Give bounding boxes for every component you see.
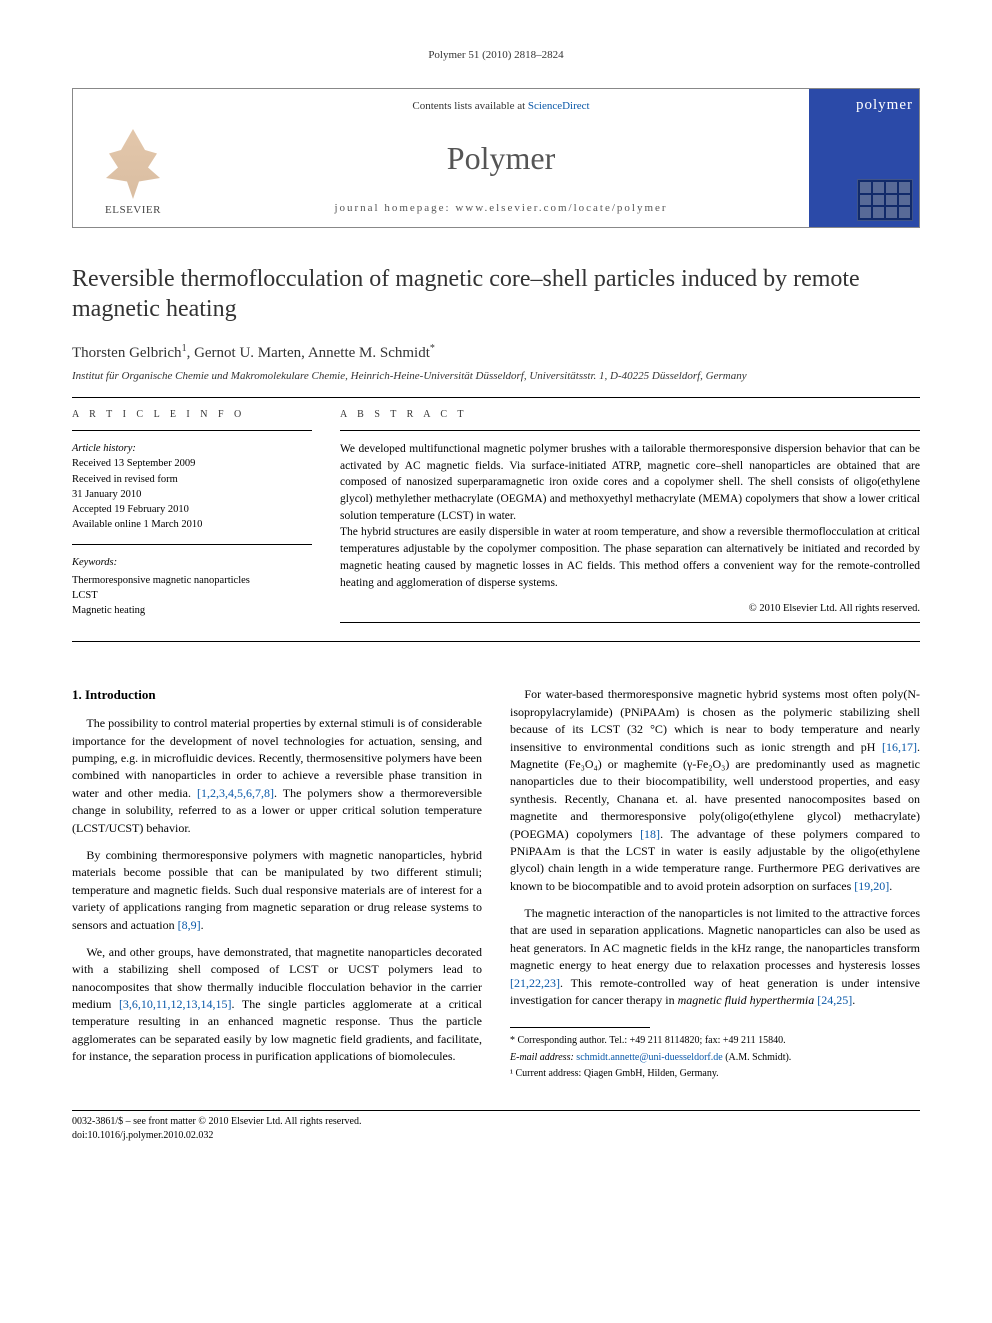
body-paragraph: For water-based thermoresponsive magneti…	[510, 686, 920, 895]
cover-title: polymer	[856, 95, 913, 117]
abstract-copyright: © 2010 Elsevier Ltd. All rights reserved…	[340, 601, 920, 616]
author-note-ref-1: 1	[182, 343, 187, 354]
history-line: Received in revised form	[72, 472, 312, 487]
body-text: By combining thermoresponsive polymers w…	[72, 848, 482, 932]
contents-prefix: Contents lists available at	[412, 100, 527, 112]
keyword: Magnetic heating	[72, 603, 312, 618]
author-footnote-1: ¹ Current address: Qiagen GmbH, Hilden, …	[510, 1067, 920, 1082]
keyword: Thermoresponsive magnetic nanoparticles	[72, 573, 312, 588]
article-meta-row: A R T I C L E I N F O Article history: R…	[72, 408, 920, 634]
author-list: Thorsten Gelbrich1, Gernot U. Marten, An…	[72, 342, 920, 365]
section-heading: 1. Introduction	[72, 686, 482, 705]
corresponding-email-link[interactable]: schmidt.annette@uni-duesseldorf.de	[576, 1052, 722, 1063]
sciencedirect-link[interactable]: ScienceDirect	[528, 100, 590, 112]
divider	[340, 622, 920, 623]
history-line: Available online 1 March 2010	[72, 517, 312, 532]
running-head: Polymer 51 (2010) 2818–2824	[72, 48, 920, 64]
citation-link[interactable]: [1,2,3,4,5,6,7,8]	[197, 786, 274, 800]
body-paragraph: By combining thermoresponsive polymers w…	[72, 847, 482, 934]
author-3: Annette M. Schmidt	[308, 345, 430, 361]
body-two-column: 1. Introduction The possibility to contr…	[72, 686, 920, 1082]
body-text: For water-based thermoresponsive magneti…	[510, 687, 920, 753]
history-line: 31 January 2010	[72, 487, 312, 502]
article-info-column: A R T I C L E I N F O Article history: R…	[72, 408, 312, 634]
page-bottom-rule	[72, 1110, 920, 1111]
body-emphasis: magnetic fluid hyperthermia	[678, 993, 815, 1007]
body-paragraph: We, and other groups, have demonstrated,…	[72, 944, 482, 1066]
citation-link[interactable]: [18]	[640, 827, 660, 841]
publisher-logo-cell: ELSEVIER	[73, 89, 193, 227]
affiliation: Institut für Organische Chemie und Makro…	[72, 369, 920, 385]
citation-link[interactable]: [16,17]	[882, 740, 917, 754]
footnote-separator	[510, 1027, 650, 1028]
homepage-url[interactable]: www.elsevier.com/locate/polymer	[455, 202, 667, 214]
keywords-block: Keywords: Thermoresponsive magnetic nano…	[72, 555, 312, 618]
body-text: The magnetic interaction of the nanopart…	[510, 906, 920, 972]
abstract-heading: A B S T R A C T	[340, 408, 920, 423]
article-history: Article history: Received 13 September 2…	[72, 441, 312, 532]
corresponding-author-note: * Corresponding author. Tel.: +49 211 81…	[510, 1034, 920, 1049]
author-1: Thorsten Gelbrich	[72, 345, 182, 361]
abstract-paragraph: We developed multifunctional magnetic po…	[340, 441, 920, 524]
divider	[340, 430, 920, 431]
history-line: Accepted 19 February 2010	[72, 502, 312, 517]
divider	[72, 397, 920, 398]
history-label: Article history:	[72, 441, 312, 456]
email-label: E-mail address:	[510, 1052, 576, 1063]
journal-cover-thumb: polymer	[809, 89, 919, 227]
journal-header-center: Contents lists available at ScienceDirec…	[193, 89, 809, 227]
divider	[72, 641, 920, 642]
abstract-column: A B S T R A C T We developed multifuncti…	[340, 408, 920, 634]
body-paragraph: The magnetic interaction of the nanopart…	[510, 905, 920, 1009]
contents-line: Contents lists available at ScienceDirec…	[412, 99, 589, 115]
keywords-label: Keywords:	[72, 555, 312, 570]
citation-link[interactable]: [3,6,10,11,12,13,14,15]	[119, 997, 232, 1011]
citation-link[interactable]: [8,9]	[178, 918, 201, 932]
abstract-paragraph: The hybrid structures are easily dispers…	[340, 524, 920, 591]
divider	[72, 430, 312, 431]
journal-title: Polymer	[447, 135, 555, 181]
history-line: Received 13 September 2009	[72, 456, 312, 471]
doi-line: doi:10.1016/j.polymer.2010.02.032	[72, 1129, 920, 1144]
publisher-name: ELSEVIER	[105, 203, 161, 219]
author-2: Gernot U. Marten	[194, 345, 301, 361]
front-matter-line: 0032-3861/$ – see front matter © 2010 El…	[72, 1115, 920, 1130]
journal-header-bar: ELSEVIER Contents lists available at Sci…	[72, 88, 920, 228]
email-suffix: (A.M. Schmidt).	[723, 1052, 792, 1063]
keyword: LCST	[72, 588, 312, 603]
body-text: . Magnetite (Fe₃O₄) or maghemite (γ-Fe₂O…	[510, 740, 920, 841]
homepage-prefix: journal homepage:	[334, 202, 455, 214]
homepage-line: journal homepage: www.elsevier.com/locat…	[334, 201, 667, 217]
citation-link[interactable]: [19,20]	[854, 879, 889, 893]
article-title: Reversible thermoflocculation of magneti…	[72, 264, 920, 324]
elsevier-tree-icon	[103, 129, 163, 199]
article-info-heading: A R T I C L E I N F O	[72, 408, 312, 423]
citation-link[interactable]: [24,25]	[814, 993, 852, 1007]
cover-graphic-icon	[857, 179, 913, 221]
footnotes: * Corresponding author. Tel.: +49 211 81…	[510, 1034, 920, 1082]
body-paragraph: The possibility to control material prop…	[72, 715, 482, 837]
citation-link[interactable]: [21,22,23]	[510, 976, 560, 990]
email-line: E-mail address: schmidt.annette@uni-dues…	[510, 1051, 920, 1066]
divider	[72, 544, 312, 545]
author-corr-ref: *	[430, 343, 435, 354]
